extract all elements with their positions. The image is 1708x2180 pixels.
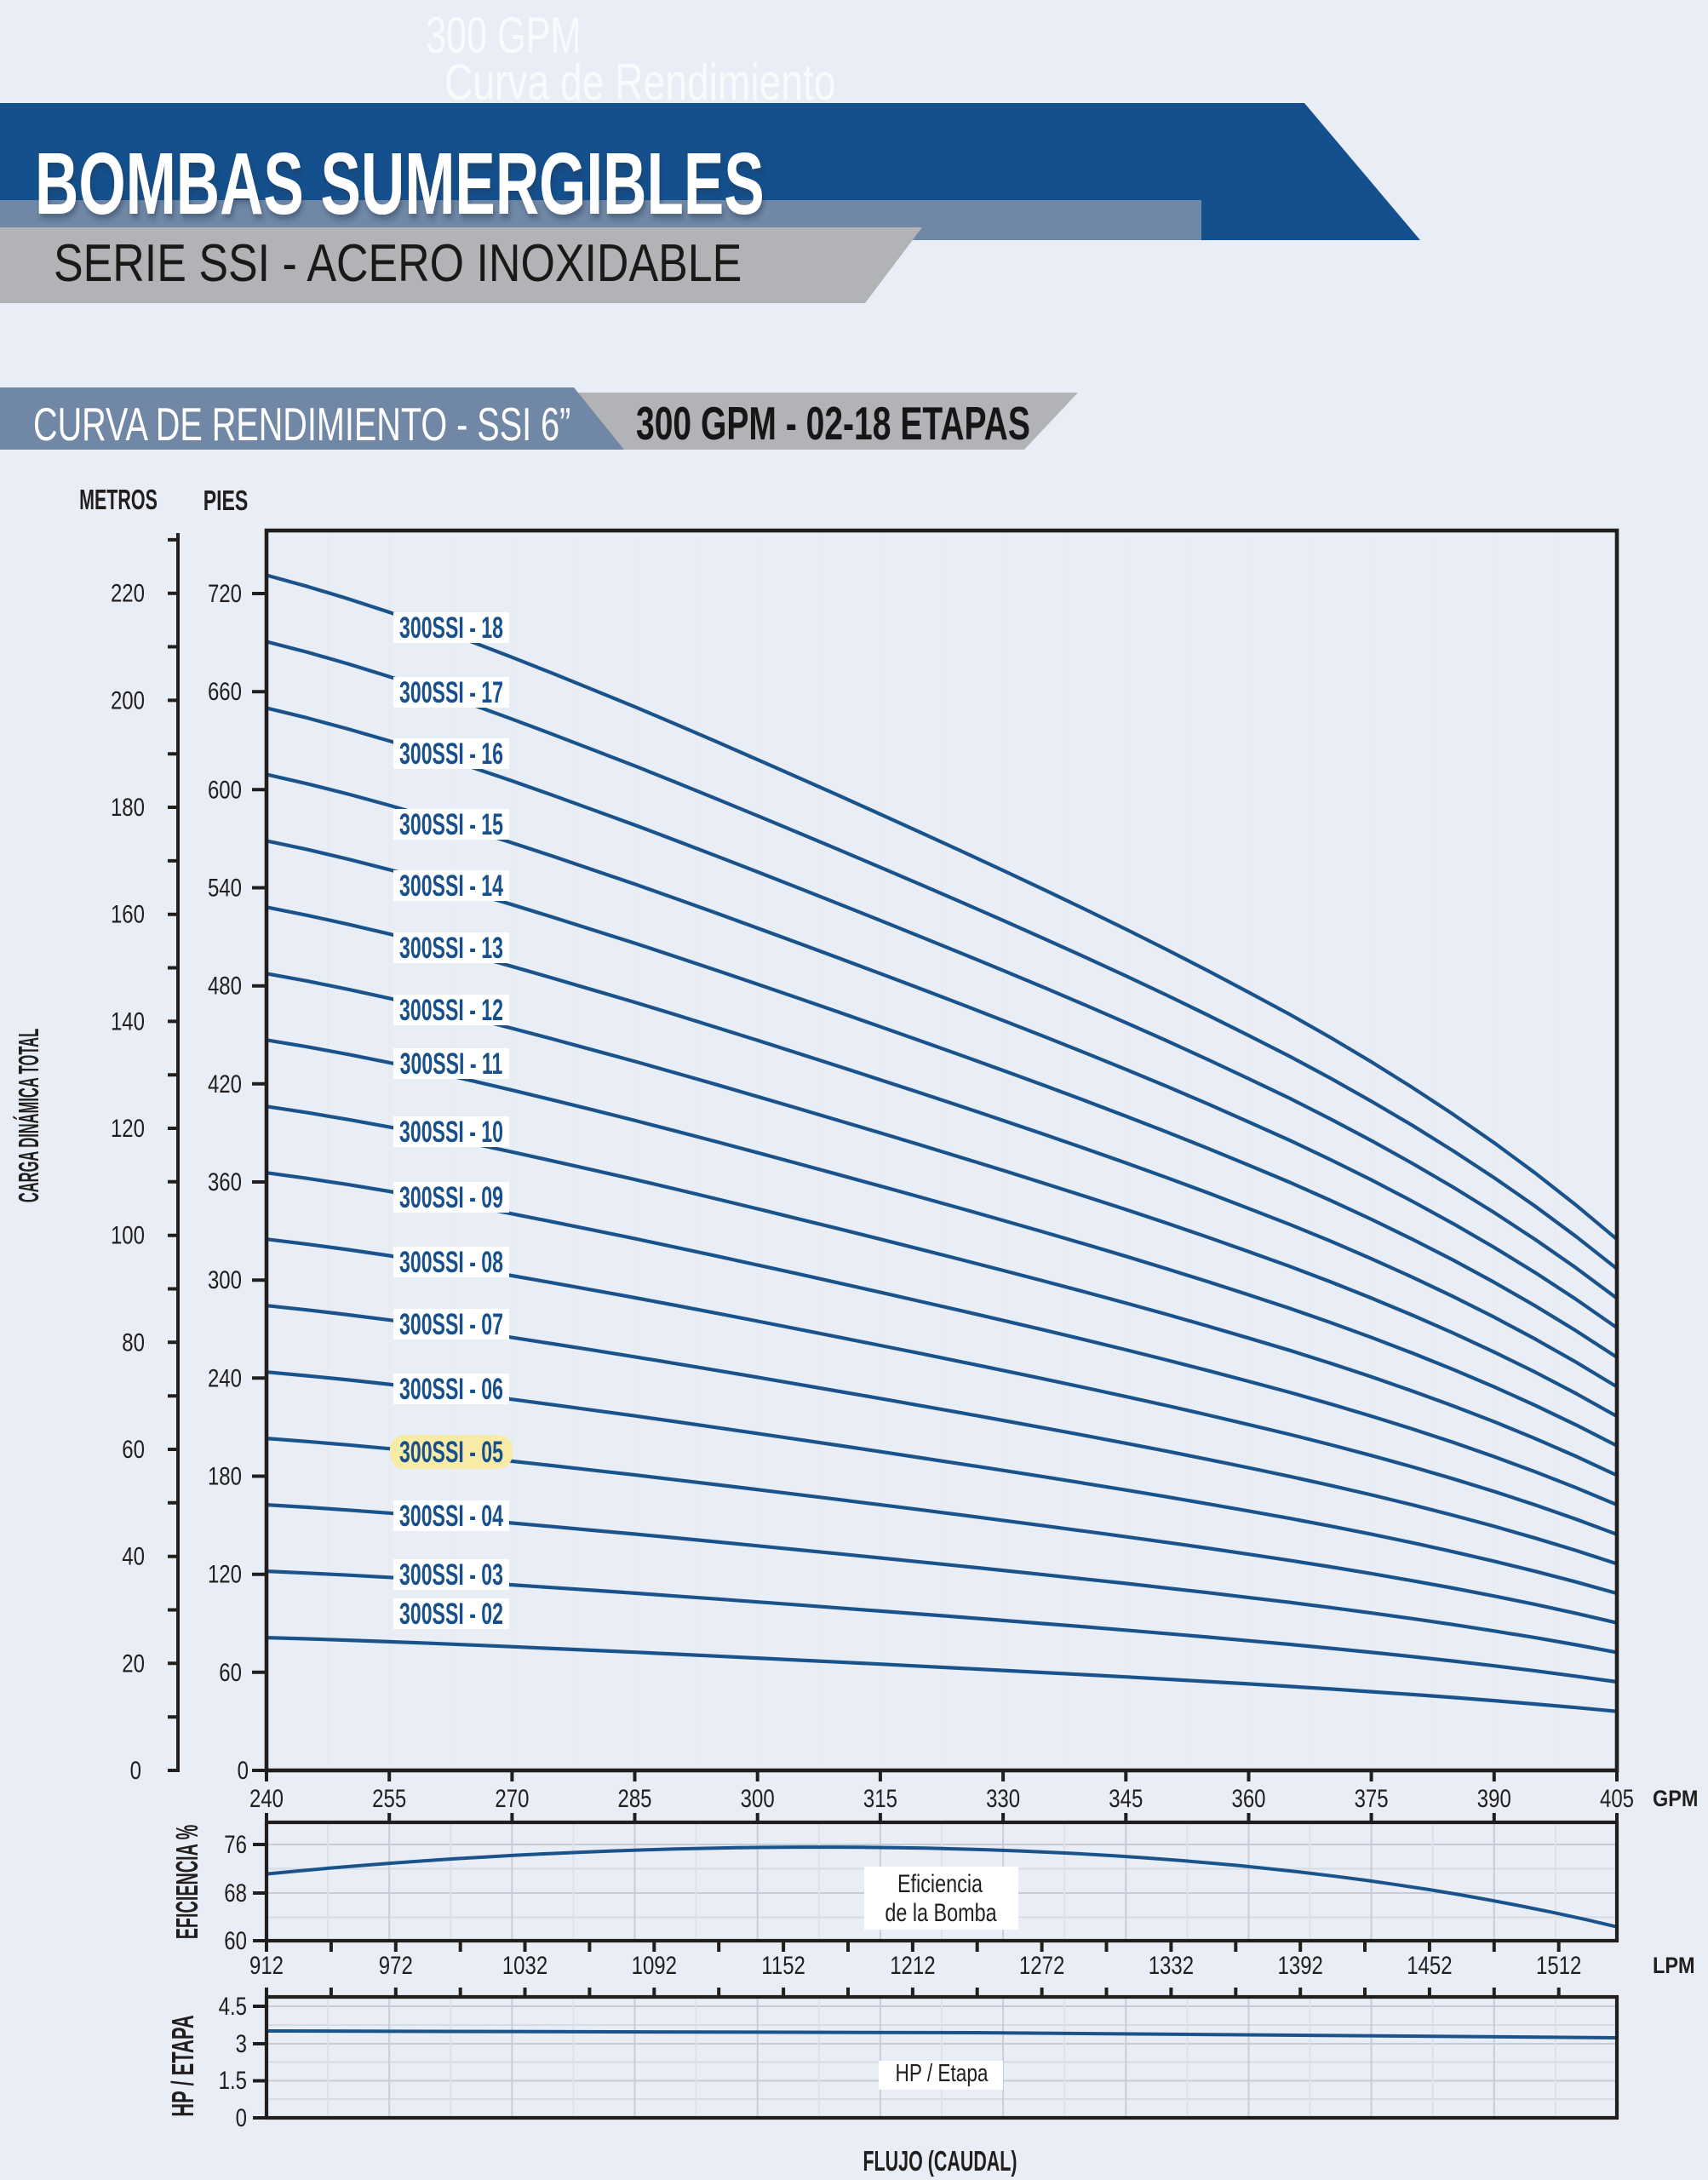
svg-text:CURVA DE RENDIMIENTO - SSI 6”: CURVA DE RENDIMIENTO - SSI 6”: [33, 399, 570, 451]
svg-text:1272: 1272: [1019, 1950, 1064, 1979]
svg-text:EFICIENCIA %: EFICIENCIA %: [171, 1825, 205, 1940]
svg-text:SERIE SSI - ACERO INOXIDABLE: SERIE SSI - ACERO INOXIDABLE: [54, 234, 742, 293]
svg-text:4.5: 4.5: [219, 1991, 247, 2020]
svg-text:300SSI - 09: 300SSI - 09: [399, 1181, 503, 1214]
svg-text:345: 345: [1109, 1783, 1143, 1812]
svg-text:300SSI - 13: 300SSI - 13: [399, 932, 503, 965]
svg-text:1452: 1452: [1407, 1950, 1452, 1979]
svg-text:1392: 1392: [1278, 1950, 1323, 1979]
svg-text:68: 68: [224, 1878, 247, 1907]
svg-text:255: 255: [372, 1783, 406, 1812]
svg-text:300SSI - 18: 300SSI - 18: [399, 611, 503, 645]
svg-text:1212: 1212: [890, 1950, 935, 1979]
svg-text:80: 80: [122, 1328, 145, 1357]
svg-text:LPM: LPM: [1653, 1953, 1695, 1979]
svg-text:300SSI - 16: 300SSI - 16: [399, 737, 503, 771]
svg-text:FLUJO (CAUDAL): FLUJO (CAUDAL): [863, 2145, 1017, 2177]
svg-text:1332: 1332: [1149, 1950, 1194, 1979]
svg-text:0: 0: [130, 1755, 141, 1784]
svg-text:300SSI - 10: 300SSI - 10: [399, 1116, 503, 1149]
svg-text:300SSI - 02: 300SSI - 02: [399, 1598, 503, 1631]
svg-text:660: 660: [208, 677, 242, 706]
svg-text:140: 140: [111, 1007, 145, 1036]
svg-text:220: 220: [111, 578, 145, 607]
svg-text:330: 330: [986, 1783, 1020, 1812]
svg-text:HP / ETAPA: HP / ETAPA: [167, 2015, 201, 2117]
svg-text:HP / Etapa: HP / Etapa: [896, 2058, 989, 2086]
svg-text:GPM: GPM: [1653, 1787, 1698, 1812]
svg-text:1032: 1032: [502, 1950, 547, 1979]
svg-text:360: 360: [208, 1167, 242, 1196]
svg-text:Eficiencia: Eficiencia: [897, 1869, 983, 1897]
svg-text:300SSI - 03: 300SSI - 03: [399, 1558, 503, 1592]
svg-text:60: 60: [122, 1434, 145, 1463]
svg-text:Curva de Rendimiento: Curva de Rendimiento: [444, 54, 836, 111]
svg-text:0: 0: [236, 2103, 247, 2131]
svg-text:270: 270: [495, 1783, 529, 1812]
svg-text:300SSI - 12: 300SSI - 12: [399, 994, 503, 1027]
svg-text:0: 0: [238, 1755, 249, 1784]
svg-text:240: 240: [249, 1783, 284, 1812]
svg-text:540: 540: [208, 873, 242, 902]
svg-text:300SSI - 17: 300SSI - 17: [399, 676, 503, 709]
svg-text:180: 180: [111, 792, 145, 821]
svg-text:720: 720: [208, 578, 242, 607]
svg-text:480: 480: [208, 971, 242, 1000]
svg-text:60: 60: [219, 1657, 242, 1686]
svg-text:300SSI - 14: 300SSI - 14: [399, 869, 503, 903]
svg-text:390: 390: [1477, 1783, 1511, 1812]
svg-text:20: 20: [122, 1649, 145, 1678]
svg-text:360: 360: [1231, 1783, 1265, 1812]
svg-text:315: 315: [863, 1783, 897, 1812]
svg-text:972: 972: [379, 1950, 413, 1979]
svg-text:1152: 1152: [761, 1950, 805, 1979]
svg-text:300SSI - 08: 300SSI - 08: [399, 1246, 503, 1279]
svg-text:600: 600: [208, 775, 242, 804]
svg-text:1092: 1092: [632, 1950, 677, 1979]
svg-text:1512: 1512: [1536, 1950, 1581, 1979]
svg-text:300SSI - 06: 300SSI - 06: [399, 1373, 503, 1406]
svg-text:300 GPM - 02-18 ETAPAS: 300 GPM - 02-18 ETAPAS: [636, 399, 1030, 450]
svg-text:300SSI - 15: 300SSI - 15: [399, 808, 503, 841]
svg-text:300SSI - 07: 300SSI - 07: [399, 1308, 503, 1341]
svg-text:300SSI - 05: 300SSI - 05: [399, 1436, 503, 1469]
svg-text:160: 160: [111, 899, 145, 928]
svg-text:120: 120: [111, 1113, 145, 1142]
svg-text:405: 405: [1600, 1783, 1634, 1812]
svg-text:PIES: PIES: [203, 485, 249, 517]
svg-text:285: 285: [617, 1783, 651, 1812]
svg-text:1.5: 1.5: [219, 2065, 247, 2094]
svg-text:3: 3: [236, 2028, 247, 2057]
svg-text:120: 120: [208, 1559, 242, 1588]
svg-text:300SSI - 04: 300SSI - 04: [399, 1500, 503, 1533]
svg-text:420: 420: [208, 1069, 242, 1098]
svg-text:240: 240: [208, 1363, 242, 1392]
svg-text:300: 300: [741, 1783, 775, 1812]
svg-text:BOMBAS SUMERGIBLES: BOMBAS SUMERGIBLES: [35, 135, 765, 232]
svg-text:METROS: METROS: [79, 484, 158, 515]
svg-text:de la Bomba: de la Bomba: [885, 1898, 996, 1926]
svg-text:375: 375: [1355, 1783, 1389, 1812]
svg-text:912: 912: [249, 1950, 284, 1979]
svg-text:200: 200: [111, 686, 145, 714]
svg-text:100: 100: [111, 1220, 145, 1249]
svg-text:180: 180: [208, 1461, 242, 1490]
svg-text:76: 76: [224, 1829, 247, 1858]
svg-text:300: 300: [208, 1265, 242, 1294]
svg-text:40: 40: [122, 1541, 145, 1570]
svg-text:300SSI - 11: 300SSI - 11: [400, 1047, 503, 1081]
svg-text:60: 60: [224, 1925, 247, 1954]
svg-text:CARGA DINÁMICA TOTAL: CARGA DINÁMICA TOTAL: [13, 1029, 45, 1202]
svg-text:300 GPM: 300 GPM: [426, 8, 581, 65]
